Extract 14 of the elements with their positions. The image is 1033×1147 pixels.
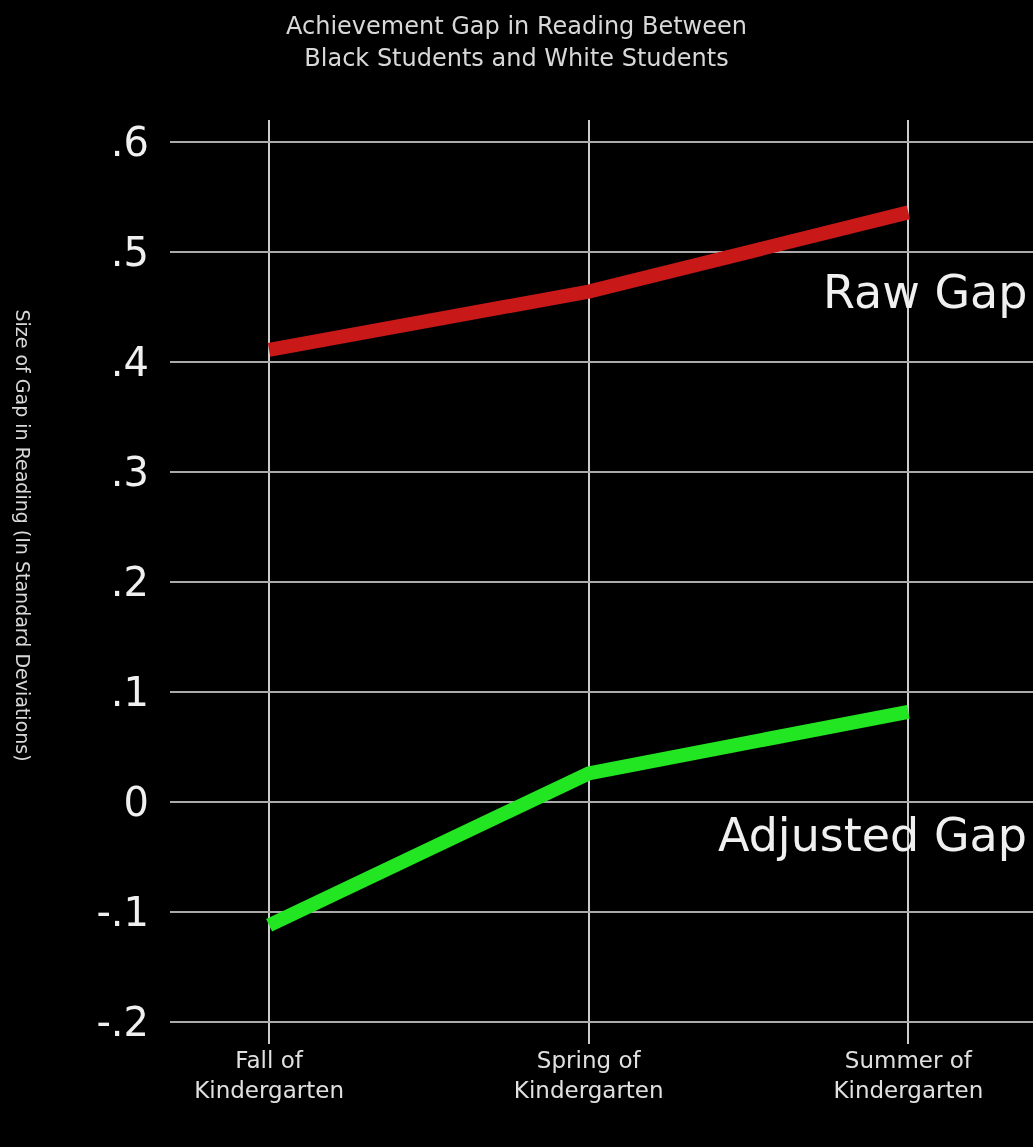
x-tick-label: Summer of Kindergarten	[833, 1047, 984, 1103]
y-axis-title: Size of Gap in Reading (In Standard Deviations)	[12, 309, 35, 762]
y-tick-label: .2	[110, 559, 149, 605]
x-tick-label: Fall of Kindergarten	[194, 1047, 344, 1103]
y-tick-label: .5	[110, 229, 149, 275]
y-tick-label: 0	[123, 779, 149, 825]
y-tick-label: .4	[110, 339, 149, 385]
y-tick-label: -.1	[96, 889, 149, 935]
y-tick-label: .1	[110, 669, 149, 715]
chart-title: Achievement Gap in Reading Between Black Students and White Students	[286, 12, 747, 72]
y-tick-label: .6	[110, 119, 149, 165]
y-tick-label: .3	[110, 449, 149, 495]
y-tick-label: -.2	[96, 999, 149, 1045]
x-tick-label: Spring of Kindergarten	[513, 1047, 664, 1103]
